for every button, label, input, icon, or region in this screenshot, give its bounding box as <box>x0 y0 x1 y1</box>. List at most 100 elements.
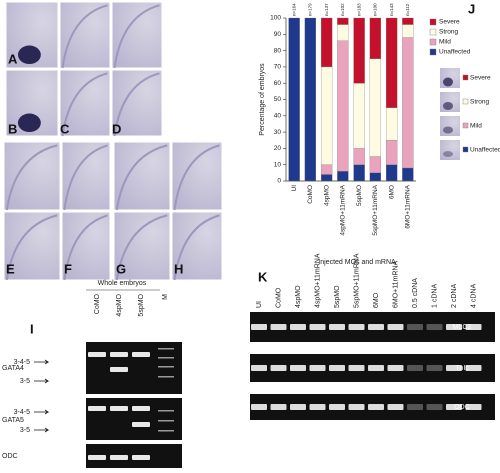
n-label: n=179 <box>308 3 313 16</box>
x-tick-label: 6MO+11mRNA <box>405 184 412 228</box>
lane-label: 5spMO+11mRNA <box>353 253 360 308</box>
x-tick-label: UI <box>291 185 298 192</box>
embryo-photo <box>3 211 61 281</box>
embryo-edge <box>115 144 168 211</box>
arrow <box>34 378 50 384</box>
embryo-edge <box>173 214 220 281</box>
y-tick-label: 0 <box>277 178 281 185</box>
row-label: GATA5 <box>2 417 24 424</box>
embryo-edge <box>5 214 58 281</box>
bar-segment <box>385 107 398 141</box>
ladder <box>158 366 174 368</box>
legend-label: Mild <box>439 39 451 46</box>
n-label: n=100 <box>373 3 378 16</box>
band <box>446 324 462 330</box>
ladder <box>158 430 174 432</box>
row-label: ODC <box>2 453 18 460</box>
panel-label: A <box>8 51 18 66</box>
band <box>446 365 462 371</box>
bar-segment <box>402 37 414 169</box>
arrow <box>34 409 50 415</box>
stain <box>17 45 41 65</box>
embryo-edge <box>115 214 168 281</box>
legend-label: Severe <box>470 75 491 82</box>
y-tick-label: 100 <box>270 15 281 22</box>
band <box>309 324 326 330</box>
band <box>88 352 106 357</box>
legend-swatch <box>429 48 437 56</box>
row-label: ODC <box>454 404 470 411</box>
y-tick-label: 50 <box>274 96 282 103</box>
legend-swatch <box>462 122 469 129</box>
ladder <box>158 376 174 378</box>
ladder <box>158 420 174 422</box>
band <box>387 404 404 410</box>
band <box>88 406 106 411</box>
band <box>329 404 345 410</box>
band <box>446 404 462 410</box>
bar-segment <box>288 17 300 182</box>
ladder <box>158 357 174 359</box>
lane-label: UI <box>256 301 263 308</box>
y-tick-label: 80 <box>274 47 282 54</box>
bar-segment <box>369 17 382 59</box>
stain <box>17 113 41 133</box>
x-tick-label: 5spMO <box>356 185 363 206</box>
band <box>465 324 482 330</box>
bar-segment <box>304 17 317 182</box>
panel-label: H <box>174 261 183 276</box>
bar-segment <box>337 24 349 41</box>
y-tick-label: 30 <box>274 129 282 136</box>
legend-label: Severe <box>439 19 460 26</box>
lane-label: 4 cDNA <box>470 284 477 308</box>
band <box>270 324 287 330</box>
band <box>251 365 267 371</box>
gel <box>86 342 182 394</box>
legend-label: Strong <box>439 29 459 36</box>
panel-label: C <box>60 121 70 136</box>
lane-label: 5spMO <box>334 285 341 308</box>
band <box>132 352 150 357</box>
legend-photo-stain <box>443 126 453 134</box>
band <box>348 365 365 371</box>
embryo-photo <box>3 141 61 211</box>
embryo-photo <box>171 141 223 211</box>
bar-segment <box>353 17 365 84</box>
gel <box>86 398 182 440</box>
bar-segment <box>369 172 382 182</box>
n-label: n=164 <box>291 3 296 16</box>
band <box>407 324 423 330</box>
legend-photo-stain <box>443 102 453 110</box>
band <box>309 365 326 371</box>
band <box>465 365 482 371</box>
row-label: 3-5 <box>20 378 30 385</box>
band <box>110 406 128 411</box>
bar-segment <box>337 17 349 25</box>
band <box>329 324 345 330</box>
arrow <box>34 359 50 365</box>
legend-swatch <box>462 146 469 153</box>
x-tick-label: 4spMO <box>323 185 330 206</box>
bar-segment <box>385 164 398 182</box>
x-axis-label: Injected MOs and mRNA <box>318 259 396 266</box>
embryo-photo <box>61 211 111 281</box>
lane-label: M <box>162 294 169 300</box>
x-tick-label: 4spMO+11mRNA <box>340 184 347 235</box>
band <box>251 324 267 330</box>
bar-segment <box>337 171 349 182</box>
bar-segment <box>402 17 414 25</box>
bar-segment <box>320 174 333 182</box>
x-tick-label: 6MO <box>388 185 395 199</box>
y-tick-label: 60 <box>274 80 282 87</box>
panel-label: B <box>8 121 17 136</box>
panel-label: F <box>64 261 72 276</box>
legend-photo <box>440 140 460 160</box>
lane-label: 6MO <box>373 292 380 308</box>
legend-label: Unaffected <box>439 49 471 56</box>
x-tick-label: 5spMO+11mRNA <box>372 184 379 235</box>
legend-swatch <box>462 98 469 105</box>
band <box>309 404 326 410</box>
band <box>348 404 365 410</box>
bar-segment <box>320 66 333 165</box>
